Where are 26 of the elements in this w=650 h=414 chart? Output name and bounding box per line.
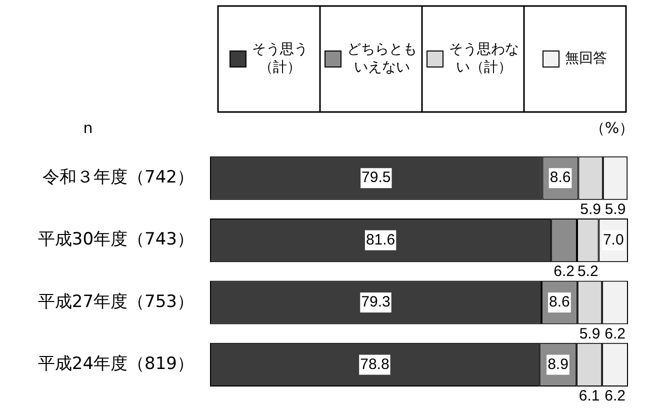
data-label: 81.6 (366, 231, 396, 248)
legend-label: そう思わない（計） (449, 42, 519, 76)
legend-label: そう思う（計） (252, 42, 308, 76)
data-label: 6.2 (604, 388, 626, 405)
data-label: 8.6 (549, 294, 570, 311)
legend-label: 無回答 (565, 50, 607, 67)
data-label: 79.3 (361, 294, 390, 311)
data-label: 6.1 (578, 388, 600, 405)
data-label: 78.8 (360, 356, 390, 373)
text: n (83, 118, 93, 137)
y-tick-label: 平成30年度（743） (38, 230, 194, 250)
y-tick-label: 平成27年度（753） (38, 292, 194, 312)
data-label: 79.5 (362, 169, 391, 186)
data-label: 6.2 (554, 263, 574, 280)
data-label: 5.9 (579, 325, 600, 342)
text: （%） (590, 118, 634, 137)
data-label: 8.9 (548, 356, 568, 373)
data-label: 5.9 (580, 201, 602, 218)
legend-label: どちらともいえない (347, 42, 417, 76)
data-label: 8.6 (550, 169, 571, 186)
data-label: 6.2 (604, 325, 626, 342)
y-tick-label: 令和３年度（742） (42, 168, 194, 188)
y-tick-label: 平成24年度（819） (38, 354, 194, 374)
data-label: 5.9 (604, 201, 626, 218)
data-label: 5.2 (577, 263, 598, 280)
data-label: 7.0 (602, 231, 624, 248)
